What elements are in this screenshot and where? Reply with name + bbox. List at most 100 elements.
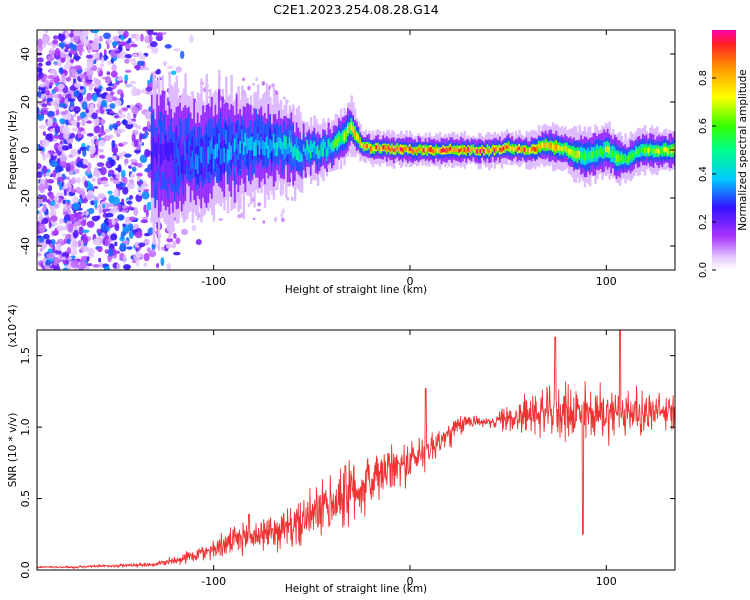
noise-blob: [113, 205, 118, 210]
signal-cell: [366, 143, 369, 149]
noise-blob: [100, 119, 106, 125]
noise-blob: [124, 158, 129, 164]
noise-blob: [116, 89, 124, 95]
noise-blob: [120, 34, 125, 41]
spectrogram-y-axis: -40 -20 0 20 40: [19, 47, 675, 255]
signal-cell: [521, 147, 525, 151]
noise-blob: [52, 39, 59, 45]
y-tick-label: 1.5: [19, 347, 32, 365]
signal-cell: [216, 143, 219, 158]
noise-blob: [112, 96, 118, 101]
signal-cell: [205, 134, 208, 150]
signal-cell: [564, 145, 567, 151]
noise-blob: [63, 188, 67, 197]
noise-blob: [54, 62, 58, 66]
noise-blob: [98, 257, 102, 263]
noise-blob: [61, 111, 67, 116]
noise-blob: [83, 233, 87, 242]
signal-cell: [507, 144, 511, 149]
signal-cell: [475, 149, 479, 154]
noise-blob: [143, 262, 148, 267]
noise-blob: [70, 188, 78, 193]
signal-cell: [219, 148, 223, 165]
signal-cell: [301, 153, 304, 162]
noise-blob: [71, 127, 79, 132]
signal-cell: [670, 148, 673, 154]
noise-blob: [93, 125, 101, 134]
noise-blob: [61, 256, 67, 261]
noise-blob: [131, 166, 137, 172]
noise-blob: [44, 30, 48, 34]
noise-blob: [140, 56, 146, 61]
noise-blob: [124, 153, 132, 158]
y-tick-label: 0.0: [19, 561, 32, 579]
noise-blob: [40, 93, 46, 100]
signal-cell: [336, 138, 339, 146]
noise-blob: [55, 97, 60, 103]
noise-blob: [65, 113, 72, 121]
signal-cell: [414, 148, 417, 153]
noise-blob: [61, 73, 66, 82]
noise-blob: [160, 257, 165, 267]
signal-cell: [640, 147, 643, 153]
signal-cell: [309, 140, 313, 159]
signal-cell: [286, 143, 290, 155]
noise-blob: [61, 97, 65, 105]
noise-blob: [87, 263, 93, 267]
signal-cell: [511, 146, 514, 152]
signal-cell: [488, 149, 491, 153]
signal-cell: [567, 148, 571, 155]
noise-blob: [43, 233, 50, 240]
noise-blob: [146, 201, 153, 211]
signal-cell: [315, 146, 318, 155]
signal-cell: [447, 147, 451, 153]
signal-cell: [207, 146, 210, 164]
noise-blob: [140, 88, 147, 94]
noise-blob: [105, 238, 109, 247]
noise-blob: [109, 176, 114, 182]
noise-blob: [45, 259, 51, 267]
noise-blob: [149, 41, 158, 48]
signal-cell: [304, 147, 307, 165]
signal-cell: [465, 148, 468, 154]
noise-blob: [50, 200, 56, 207]
noise-blob: [104, 76, 112, 84]
noise-blob: [191, 224, 197, 232]
noise-blob: [70, 120, 77, 125]
signal-cell: [498, 147, 502, 152]
noise-blob: [46, 152, 50, 159]
signal-cell: [168, 142, 171, 162]
signal-cell: [424, 147, 428, 152]
signal-cell: [347, 125, 350, 134]
noise-blob: [86, 92, 92, 102]
noise-blob: [86, 193, 93, 201]
signal-cell: [278, 137, 281, 148]
signal-cell: [477, 149, 481, 153]
noise-blob: [111, 123, 119, 129]
noise-blob: [79, 74, 87, 79]
noise-blob: [88, 83, 93, 92]
signal-cell: [345, 130, 348, 139]
noise-blob: [138, 191, 142, 196]
signal-cell: [421, 148, 424, 153]
signal-cell: [175, 141, 178, 158]
noise-blob: [103, 49, 107, 56]
noise-blob: [85, 210, 89, 216]
signal-cell: [396, 145, 399, 150]
signal-cell: [304, 148, 307, 156]
noise-blob: [80, 111, 87, 119]
noise-blob: [53, 35, 59, 40]
noise-blob: [42, 33, 48, 38]
signal-cell: [555, 143, 558, 150]
signal-cell: [182, 154, 186, 175]
snr-x-label: Height of straight line (km): [285, 583, 427, 595]
noise-blob: [116, 77, 123, 81]
signal-cell: [525, 147, 528, 152]
noise-blob: [114, 218, 119, 223]
noise-blob: [87, 247, 95, 256]
signal-cell: [619, 155, 622, 163]
noise-blob: [79, 86, 84, 90]
noise-blob: [145, 86, 153, 92]
noise-blob: [86, 256, 90, 262]
noise-blob: [51, 230, 59, 236]
